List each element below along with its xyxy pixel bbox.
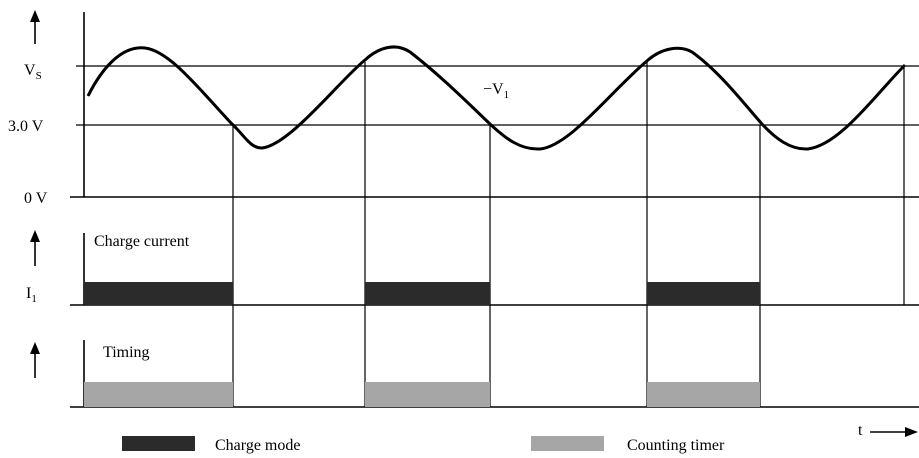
counting-timer-label: Counting timer [627, 437, 725, 454]
time-axis: t [858, 422, 918, 439]
up-arrow-icon [30, 230, 40, 266]
up-arrow-icon [30, 10, 40, 44]
current-axis-label: I1 [26, 285, 37, 305]
timer-pulse [647, 382, 760, 407]
charge-current-title: Charge current [94, 233, 190, 250]
threshold-label: 3.0 V [8, 118, 44, 135]
vs-label: VS [24, 62, 42, 82]
time-axis-label: t [858, 422, 863, 439]
up-arrow-icon [30, 342, 40, 378]
v1-label: −V1 [483, 81, 509, 101]
charge-mode-swatch [122, 436, 195, 451]
counting-timer-swatch [531, 436, 604, 451]
zero-volt-label: 0 V [24, 190, 48, 207]
transition-lines [232, 62, 905, 407]
timer-pulse [365, 382, 490, 407]
charge-pulse [365, 282, 490, 305]
right-arrow-icon [870, 427, 918, 437]
v1-waveform [86, 45, 907, 151]
legend: Charge mode Counting timer [122, 436, 725, 454]
timer-pulse [84, 382, 233, 407]
charge-mode-label: Charge mode [215, 437, 300, 454]
waveform-panel: VS 3.0 V 0 V −V1 [8, 10, 919, 207]
charge-pulse [647, 282, 760, 305]
timing-panel: Timing [30, 340, 919, 408]
charge-pulse [84, 282, 233, 305]
timing-title: Timing [103, 344, 150, 361]
current-panel: I1 Charge current [26, 230, 919, 306]
